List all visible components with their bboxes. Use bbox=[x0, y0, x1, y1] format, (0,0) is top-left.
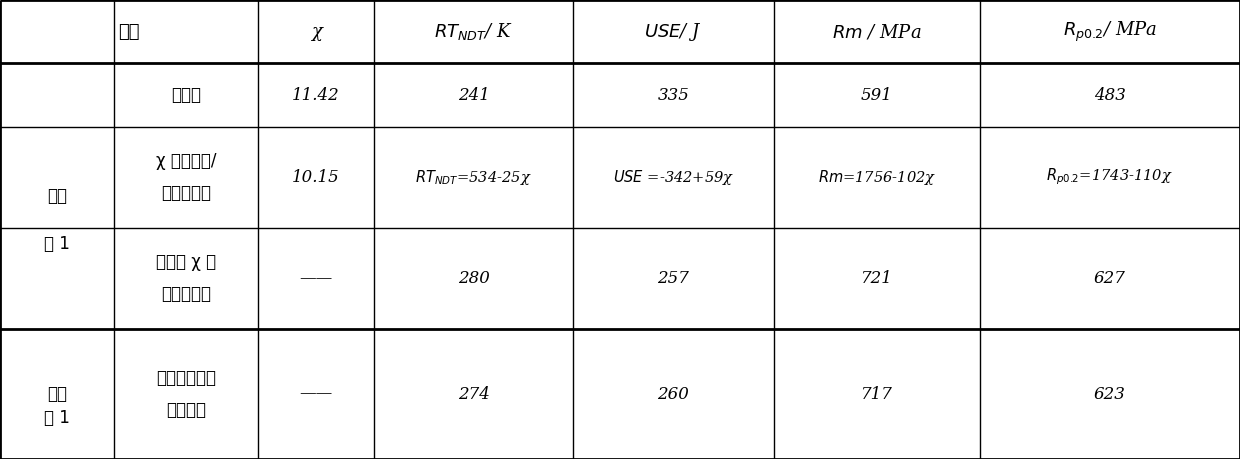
Text: $Rm$=1756-102χ: $Rm$=1756-102χ bbox=[817, 168, 936, 187]
Text: $Rm$ / MPa: $Rm$ / MPa bbox=[832, 22, 921, 41]
Text: 260: 260 bbox=[657, 386, 689, 403]
Text: 例 1: 例 1 bbox=[45, 235, 69, 253]
Text: 据实时 χ 得
出的计算值: 据实时 χ 得 出的计算值 bbox=[156, 253, 216, 303]
Text: 实测（辐照监
督试样）: 实测（辐照监 督试样） bbox=[156, 369, 216, 419]
Text: 335: 335 bbox=[657, 86, 689, 104]
Text: 257: 257 bbox=[657, 269, 689, 287]
Text: 初始值: 初始值 bbox=[171, 86, 201, 104]
Text: 623: 623 bbox=[1094, 386, 1126, 403]
Text: $R_{p0.2}$/ MPa: $R_{p0.2}$/ MPa bbox=[1063, 20, 1157, 44]
Text: 对比: 对比 bbox=[47, 385, 67, 403]
Text: 274: 274 bbox=[458, 386, 490, 403]
Text: 280: 280 bbox=[458, 269, 490, 287]
Text: ——: —— bbox=[300, 269, 332, 287]
Text: $RT_{NDT}$=534-25χ: $RT_{NDT}$=534-25χ bbox=[415, 168, 532, 187]
Text: 项目: 项目 bbox=[118, 22, 140, 41]
Text: χ 的实时值/
函数关系式: χ 的实时值/ 函数关系式 bbox=[156, 152, 216, 202]
Text: 例 1: 例 1 bbox=[45, 409, 69, 426]
Text: χ: χ bbox=[311, 22, 321, 41]
Text: 591: 591 bbox=[861, 86, 893, 104]
Text: 实施: 实施 bbox=[47, 187, 67, 205]
Text: ——: —— bbox=[300, 386, 332, 403]
Text: 483: 483 bbox=[1094, 86, 1126, 104]
Text: 11.42: 11.42 bbox=[293, 86, 340, 104]
Text: $RT_{NDT}$/ K: $RT_{NDT}$/ K bbox=[434, 21, 513, 42]
Text: 721: 721 bbox=[861, 269, 893, 287]
Text: $USE$ =-342+59χ: $USE$ =-342+59χ bbox=[613, 168, 734, 187]
Text: 627: 627 bbox=[1094, 269, 1126, 287]
Text: 241: 241 bbox=[458, 86, 490, 104]
Text: 10.15: 10.15 bbox=[293, 168, 340, 186]
Text: 717: 717 bbox=[861, 386, 893, 403]
Text: $USE$/ J: $USE$/ J bbox=[645, 21, 702, 43]
Text: $R_{p0.2}$=1743-110χ: $R_{p0.2}$=1743-110χ bbox=[1047, 167, 1173, 187]
